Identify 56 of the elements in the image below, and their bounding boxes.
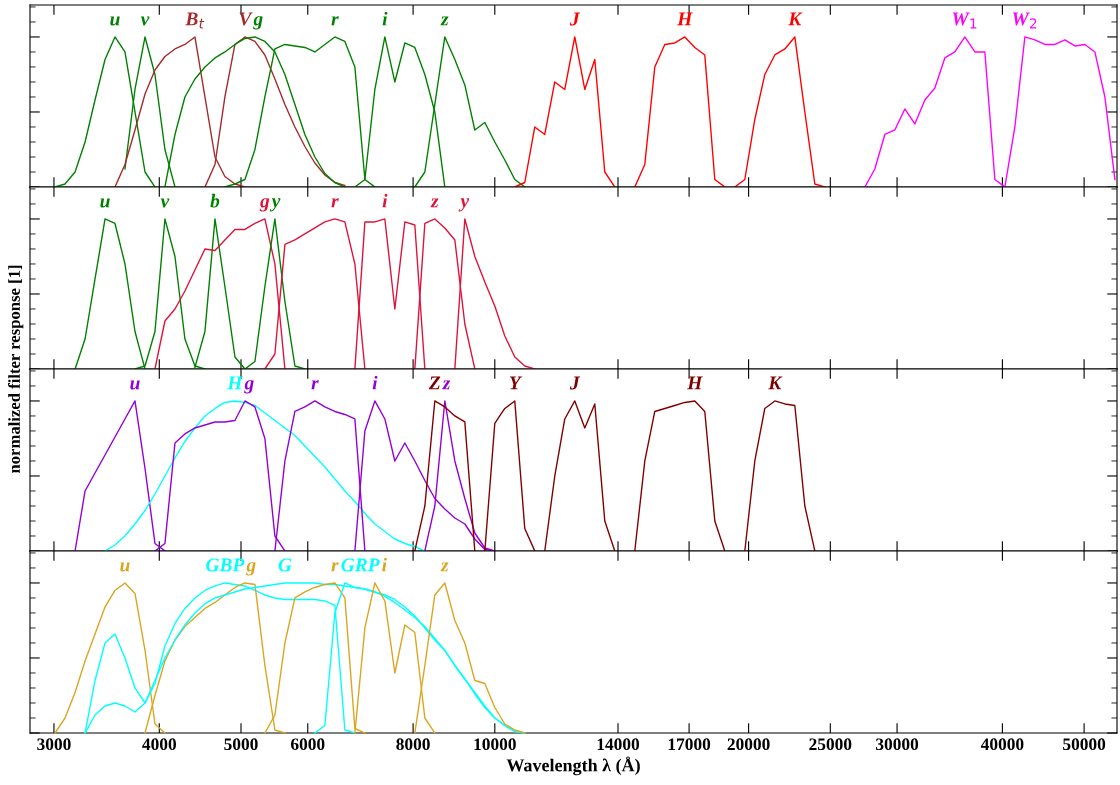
series-label: W$_{2}$ xyxy=(1012,12,1037,29)
series-label: r xyxy=(331,198,339,208)
series-label: GBP xyxy=(206,558,245,572)
series-label: J xyxy=(569,12,581,26)
y-axis-title: normalized filter response [1] xyxy=(8,265,24,474)
series-label: b xyxy=(210,193,220,208)
series-label: Z xyxy=(428,376,441,390)
series-label: u xyxy=(100,198,110,208)
x-tick-label: 17000 xyxy=(668,738,711,751)
series-label: GRP xyxy=(341,558,380,572)
series-label: W$_{1}$ xyxy=(952,12,977,29)
series-label: u xyxy=(130,380,140,390)
series-label: r xyxy=(311,380,319,390)
series-label: K xyxy=(788,12,803,26)
series-label: i xyxy=(372,375,378,390)
x-tick-label: 4000 xyxy=(142,738,176,751)
x-tick-label: 40000 xyxy=(980,738,1024,751)
x-tick-label: 20000 xyxy=(727,738,770,751)
x-tick-label: 50000 xyxy=(1063,738,1106,751)
series-label: g xyxy=(253,16,263,30)
x-tick-label: 14000 xyxy=(597,738,640,751)
series-label: i xyxy=(382,557,387,572)
series-label: H xyxy=(677,12,693,26)
series-label: g xyxy=(244,380,254,394)
series-label: K xyxy=(768,376,783,390)
series-label: V xyxy=(239,12,253,26)
series-label: G xyxy=(278,558,292,572)
series-label: z xyxy=(442,380,451,390)
series-label: Y xyxy=(509,376,523,390)
x-tick-label: 8000 xyxy=(396,738,430,751)
series-label: z xyxy=(430,198,439,208)
series-label: y xyxy=(458,198,470,212)
series-label: y xyxy=(269,198,281,212)
series-label: i xyxy=(382,193,388,208)
x-axis-title: Wavelength λ (Å) xyxy=(506,756,640,776)
series-label: u xyxy=(110,16,120,26)
series-label: B$_{t}$ xyxy=(185,12,205,29)
series-label: v xyxy=(160,198,170,208)
x-tick-label: 3000 xyxy=(37,738,71,751)
series-label: H xyxy=(687,376,703,390)
series-label: v xyxy=(140,16,150,26)
series-label: J xyxy=(569,376,581,390)
series-label: r xyxy=(331,16,339,26)
x-tick-label: 25000 xyxy=(809,738,852,751)
series-label: g xyxy=(259,198,270,212)
series-label: u xyxy=(120,562,130,572)
series-label: r xyxy=(331,562,339,572)
x-tick-label: 10000 xyxy=(474,738,516,751)
series-label: z xyxy=(440,562,449,572)
x-tick-label: 5000 xyxy=(224,738,258,751)
series-label: z xyxy=(440,16,449,26)
series-label: H xyxy=(227,376,243,390)
series-label: g xyxy=(246,562,256,576)
x-tick-label: 30000 xyxy=(876,738,919,751)
x-tick-label: 6000 xyxy=(290,738,325,751)
series-label: i xyxy=(382,11,388,26)
